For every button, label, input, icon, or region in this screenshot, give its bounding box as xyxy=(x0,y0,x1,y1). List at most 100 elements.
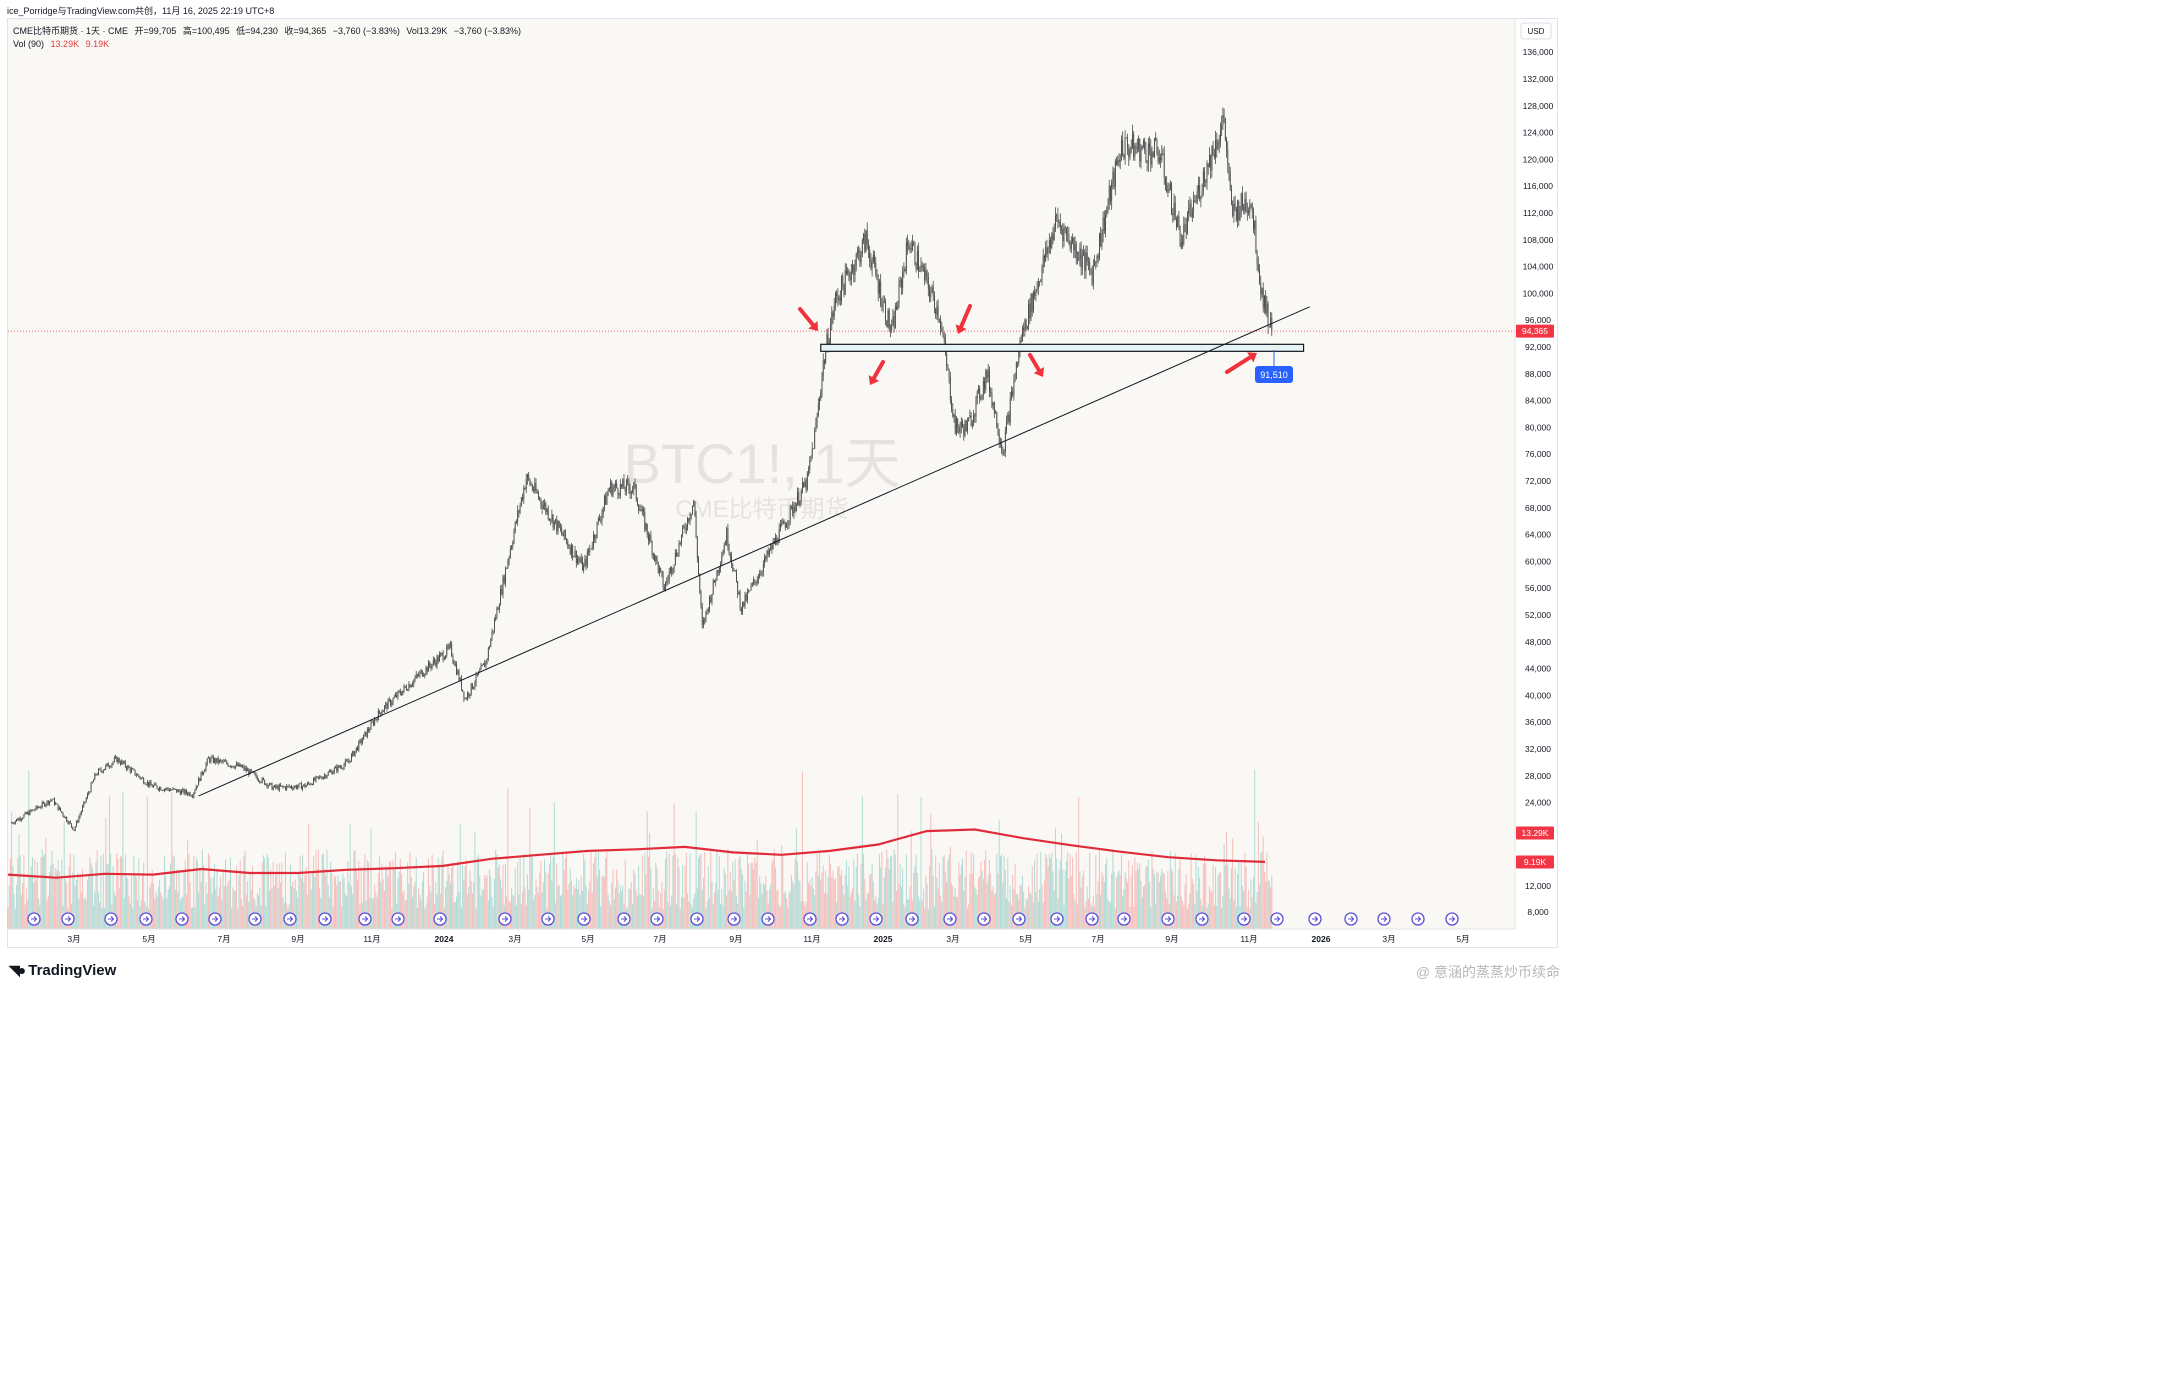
volume-bar xyxy=(721,888,723,929)
volume-bar xyxy=(724,873,726,929)
volume-bar xyxy=(377,873,379,929)
candle-body xyxy=(144,783,146,785)
volume-bar xyxy=(630,882,632,929)
volume-bar xyxy=(589,881,591,929)
candle-body xyxy=(493,619,495,631)
volume-bar xyxy=(453,901,455,929)
candle-body xyxy=(679,543,681,544)
candle-body xyxy=(546,508,548,513)
volume-bar xyxy=(407,862,409,929)
volume-bar xyxy=(393,869,395,929)
volume-bar xyxy=(22,883,24,929)
plot-area[interactable] xyxy=(8,19,1515,929)
volume-indicator-name[interactable]: Vol (90) xyxy=(13,39,45,49)
candle-body xyxy=(1107,203,1109,209)
time-axis[interactable]: 3月 5月 7月 9月 11月 2024 3月 5月 7月 9月 11月 2025 3月 5月 7月 9月 11… xyxy=(8,928,1515,944)
price-tick-label: 116,000 xyxy=(1523,181,1553,191)
price-tick-label: 124,000 xyxy=(1523,128,1554,138)
volume-bar xyxy=(636,896,638,929)
candle-body xyxy=(756,579,758,584)
candle-body xyxy=(762,563,764,573)
volume-ma-path xyxy=(7,828,1266,879)
candle-body xyxy=(638,505,640,511)
volume-bar xyxy=(234,891,236,929)
candle-body xyxy=(1205,181,1207,183)
candle-body xyxy=(17,819,19,821)
candle-body xyxy=(119,762,121,765)
price-axis[interactable]: USD136,000132,000128,000124,000120,00011… xyxy=(1514,19,1554,929)
candlestick-chart[interactable]: BTC1!, 1天 CME比特币期货 91,510 USD136,000132,… xyxy=(0,0,1566,991)
candle-body xyxy=(1035,290,1037,297)
candle-body xyxy=(548,518,550,520)
volume-bar xyxy=(677,857,679,929)
volume-bar xyxy=(381,863,383,929)
candle-body xyxy=(702,620,704,626)
candle-body xyxy=(746,592,748,601)
volume-bar xyxy=(935,855,937,929)
candle-body xyxy=(1080,248,1082,268)
volume-bar xyxy=(392,859,394,929)
volume-bar xyxy=(94,891,96,929)
volume-bar xyxy=(557,886,559,929)
candle-body xyxy=(218,759,220,763)
volume-bar xyxy=(916,873,918,929)
candle-body xyxy=(817,404,819,416)
candle-body xyxy=(1180,241,1182,247)
candle-body xyxy=(302,786,304,790)
candle-body xyxy=(240,766,242,767)
candle-body xyxy=(86,793,88,799)
volume-bar xyxy=(1270,887,1272,929)
volume-bar xyxy=(696,887,698,929)
volume-bar xyxy=(765,876,767,929)
candle-body xyxy=(447,646,449,648)
candle-body xyxy=(398,691,400,692)
volume-bar xyxy=(688,901,690,929)
price-tick-label: 104,000 xyxy=(1523,262,1554,272)
candle-body xyxy=(419,672,421,676)
volume-bar xyxy=(732,862,734,929)
volume-bar xyxy=(720,903,722,929)
volume-bar xyxy=(842,885,844,929)
candle-body xyxy=(388,699,390,701)
volume-bar xyxy=(83,899,85,929)
volume-bar xyxy=(666,851,668,929)
volume-bar xyxy=(232,887,234,929)
candle-body xyxy=(325,775,327,778)
candle-body xyxy=(237,763,239,767)
event-arrow-glyph xyxy=(1165,916,1172,922)
volume-bar xyxy=(199,868,201,929)
drawings[interactable]: 91,510 xyxy=(8,304,1515,797)
event-markers[interactable] xyxy=(27,912,1459,926)
volume-bar xyxy=(559,896,561,929)
volume-bar xyxy=(757,898,759,929)
candle-body xyxy=(1153,138,1155,158)
candle-body xyxy=(311,784,313,785)
volume-bar xyxy=(1271,875,1273,929)
candle-body xyxy=(130,768,132,773)
volume-bar xyxy=(78,899,80,929)
symbol-desc[interactable]: CME比特币期货 · 1天 · CME xyxy=(13,26,129,36)
candle-body xyxy=(370,722,372,730)
candle-body xyxy=(1265,295,1267,314)
volume-bar xyxy=(159,879,161,929)
candle-body xyxy=(1240,193,1242,213)
candle-body xyxy=(12,822,14,824)
volume-bar xyxy=(621,891,623,929)
volume-bar xyxy=(766,890,768,929)
volume-bar xyxy=(635,890,637,929)
candle-body xyxy=(182,789,184,791)
volume-bar xyxy=(729,872,731,929)
volume-bar xyxy=(902,868,904,929)
volume-bar xyxy=(536,886,538,929)
volume-bar xyxy=(773,849,775,929)
candle-body xyxy=(1032,291,1034,312)
volume-bar xyxy=(837,866,839,929)
volume-bar xyxy=(1266,852,1268,929)
open-value: 开=99,705 xyxy=(134,26,177,36)
candle-body xyxy=(909,248,911,250)
volume-bar xyxy=(569,868,571,929)
tradingview-logo[interactable]: ◥● TradingView xyxy=(9,962,116,979)
red-arrow-head xyxy=(1247,352,1257,363)
candle-body xyxy=(1084,251,1086,271)
candle-body xyxy=(591,546,593,549)
